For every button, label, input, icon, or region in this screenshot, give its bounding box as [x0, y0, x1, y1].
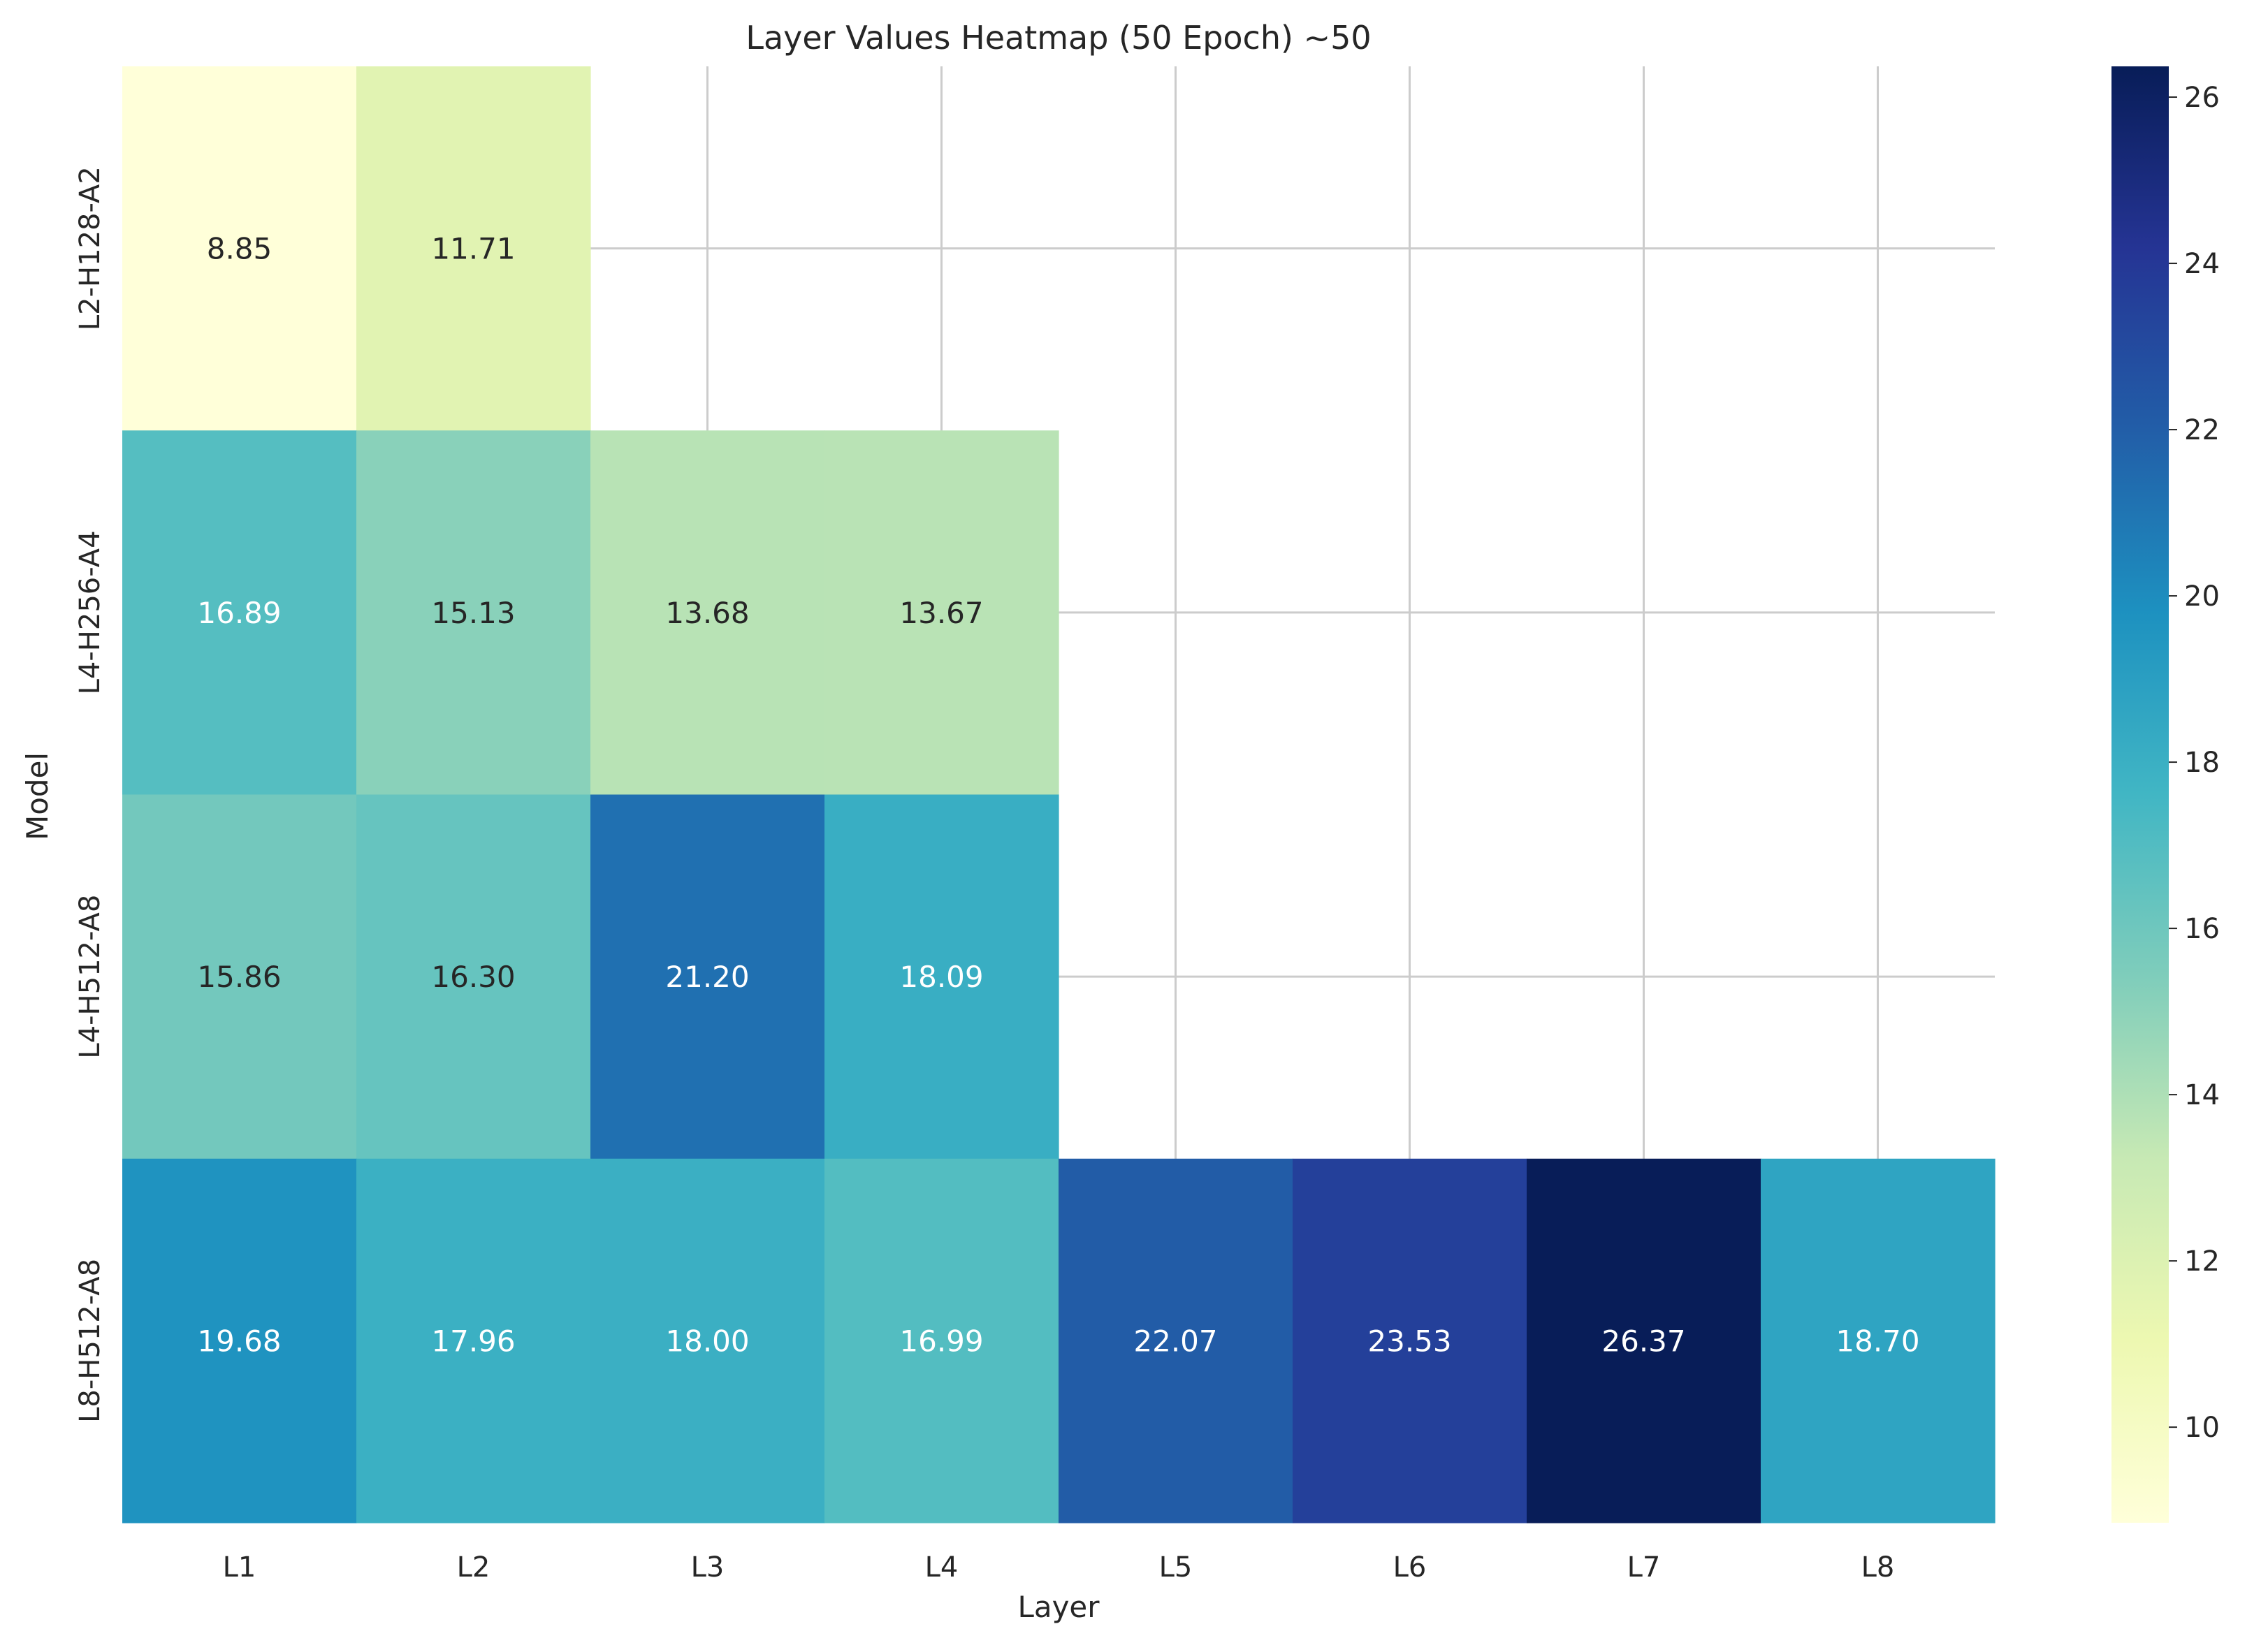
- cell-value-label: 16.89: [197, 596, 281, 630]
- heatmap-cell: [824, 430, 1059, 796]
- y-tick-label: L8-H512-A8: [74, 1259, 106, 1423]
- cell-value-label: 11.71: [431, 232, 515, 266]
- colorbar-tick-label: 22: [2184, 414, 2220, 446]
- x-tick-label: L7: [1627, 1551, 1661, 1584]
- heatmap-cell: [122, 794, 357, 1160]
- heatmap-cell: [356, 66, 591, 431]
- cell-value-label: 13.68: [665, 596, 749, 630]
- x-tick-label: L8: [1861, 1551, 1895, 1584]
- colorbar-ticks: 10 12 14 16 18 20 22 24 26: [2169, 82, 2220, 1444]
- y-axis-ticks: L2-H128-A2 L4-H256-A4 L4-H512-A8 L8-H512-A8: [74, 166, 106, 1423]
- cell-value-label: 8.85: [207, 232, 272, 266]
- cell-value-label: 16.99: [899, 1324, 983, 1358]
- colorbar-tick-label: 26: [2184, 82, 2220, 114]
- x-axis-ticks: L1 L2 L3 L4 L5 L6 L7 L8: [223, 1551, 1895, 1584]
- heatmap-cell: [1293, 1158, 1527, 1523]
- heatmap-cell: [356, 430, 591, 796]
- x-tick-label: L2: [457, 1551, 490, 1584]
- heatmap-cell: [824, 1158, 1059, 1523]
- cell-value-label: 22.07: [1133, 1324, 1217, 1358]
- colorbar-tick-label: 10: [2184, 1412, 2220, 1444]
- heatmap-cell: [122, 430, 357, 796]
- colorbar-tick-label: 12: [2184, 1245, 2220, 1278]
- colorbar-tick-label: 16: [2184, 913, 2220, 945]
- y-tick-label: L2-H128-A2: [74, 166, 106, 330]
- y-tick-label: L4-H512-A8: [74, 895, 106, 1059]
- colorbar-tick-label: 20: [2184, 580, 2220, 613]
- colorbar: [2111, 66, 2169, 1523]
- x-tick-label: L1: [223, 1551, 256, 1584]
- heatmap-cell: [590, 430, 825, 796]
- cell-value-label: 15.13: [431, 596, 515, 630]
- heatmap-cell: [590, 1158, 825, 1523]
- heatmap-cell: [356, 794, 591, 1160]
- chart-title: Layer Values Heatmap (50 Epoch) ~50: [746, 19, 1371, 57]
- heatmap-cells: [122, 66, 1996, 1523]
- x-tick-label: L4: [925, 1551, 959, 1584]
- heatmap-cell: [1761, 1158, 1996, 1523]
- heatmap-cell: [122, 66, 357, 431]
- colorbar-tick-label: 14: [2184, 1079, 2220, 1111]
- heatmap-cell: [590, 794, 825, 1160]
- cell-value-label: 18.70: [1836, 1324, 1919, 1358]
- cell-value-label: 13.67: [899, 596, 983, 630]
- cell-value-label: 23.53: [1367, 1324, 1451, 1358]
- cell-value-labels: 8.85 11.71 16.89 15.13 13.68 13.67 15.86 16.30 2…: [197, 232, 1919, 1359]
- cell-value-label: 26.37: [1601, 1324, 1685, 1358]
- cell-value-label: 18.00: [665, 1324, 749, 1358]
- colorbar-tick-label: 24: [2184, 248, 2220, 280]
- cell-value-label: 18.09: [899, 960, 983, 994]
- heatmap-cell: [122, 1158, 357, 1523]
- x-tick-label: L5: [1159, 1551, 1193, 1584]
- heatmap-cell: [1059, 1158, 1293, 1523]
- x-axis-label: Layer: [1017, 1590, 1100, 1624]
- cell-value-label: 17.96: [431, 1324, 515, 1358]
- colorbar-tick-label: 18: [2184, 747, 2220, 779]
- heatmap-cell: [356, 1158, 591, 1523]
- cell-value-label: 21.20: [665, 960, 749, 994]
- heatmap-cell: [1527, 1158, 1761, 1523]
- cell-value-label: 15.86: [197, 960, 281, 994]
- x-tick-label: L6: [1393, 1551, 1427, 1584]
- heatmap-cell: [824, 794, 1059, 1160]
- y-axis-label: Model: [20, 752, 54, 840]
- x-tick-label: L3: [691, 1551, 725, 1584]
- cell-value-label: 16.30: [431, 960, 515, 994]
- y-tick-label: L4-H256-A4: [74, 530, 106, 694]
- cell-value-label: 19.68: [197, 1324, 281, 1358]
